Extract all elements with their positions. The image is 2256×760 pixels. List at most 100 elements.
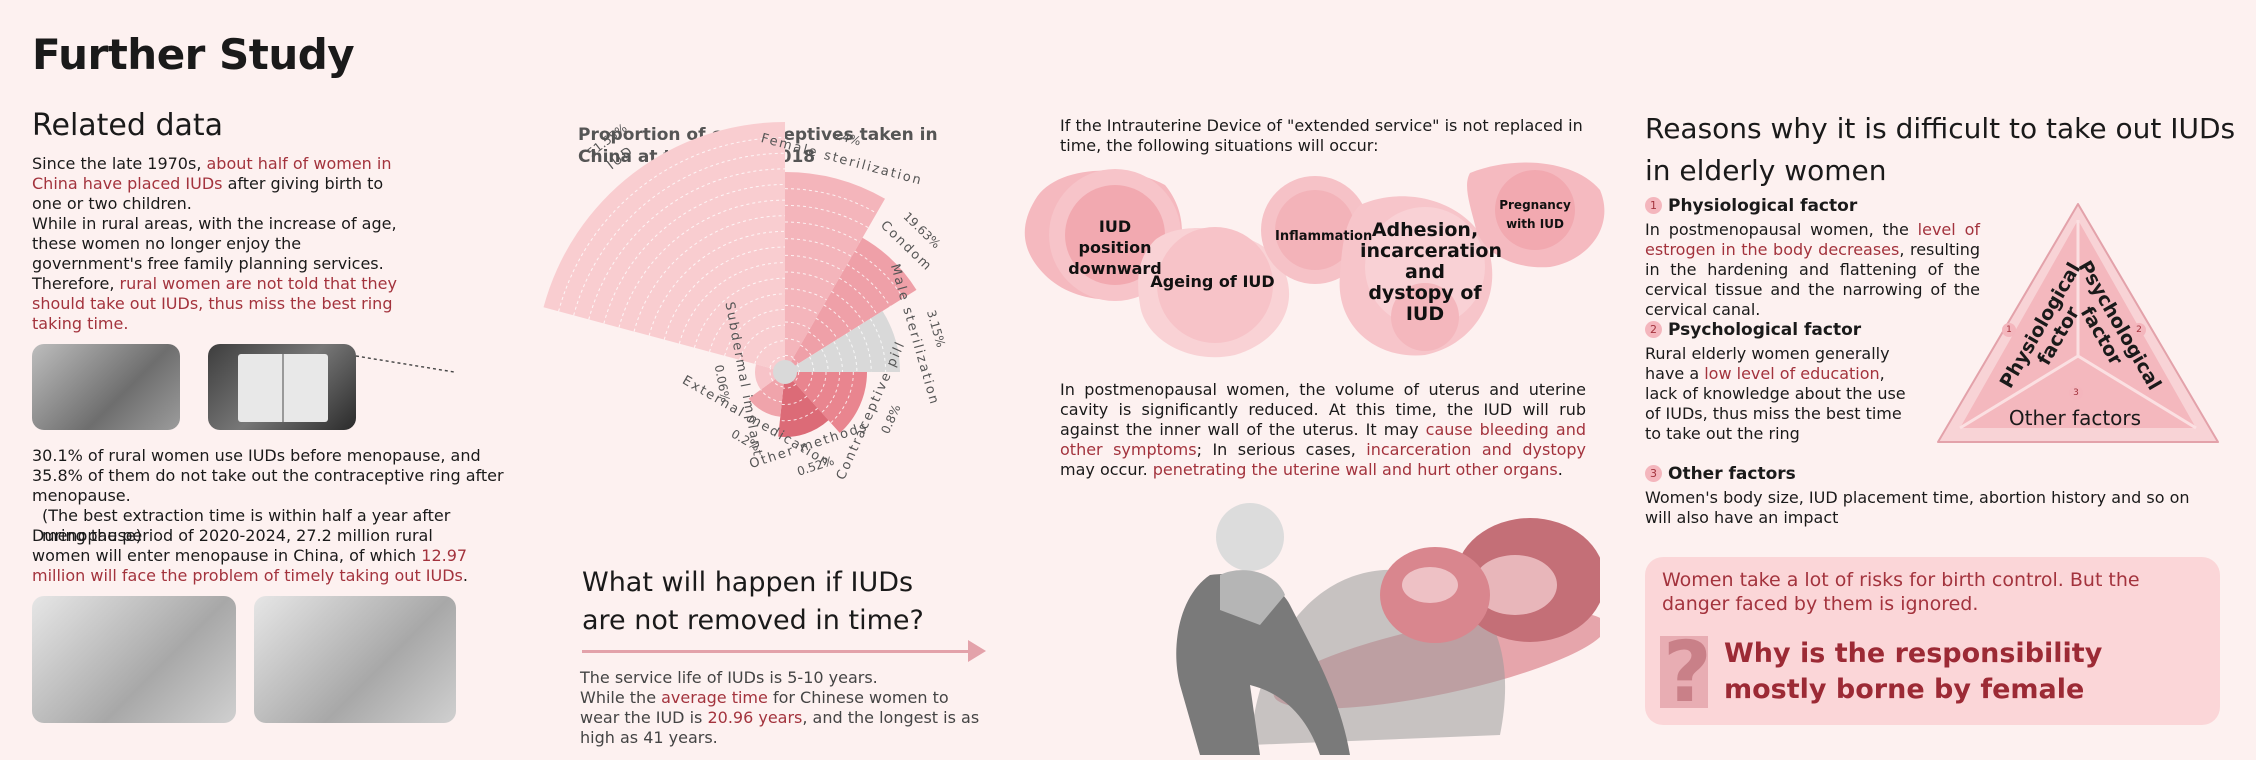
triangle-badge-2: 2 (2132, 323, 2146, 337)
chart-center-hub (773, 360, 797, 384)
chart-ring-line (784, 288, 827, 301)
chart-ring-line (678, 262, 786, 344)
chart-ring-line (784, 354, 794, 359)
chart-value-label: 0.06% (712, 364, 733, 404)
clinic-photo-1 (32, 596, 236, 723)
clinic-photo-2 (254, 596, 456, 723)
chart-value-label: 0.8% (878, 402, 903, 436)
chart-sector-condom (785, 237, 917, 372)
situations-intro: If the Intrauterine Device of "extended … (1060, 116, 1583, 155)
chart-ring-line (754, 340, 786, 365)
chart-ring-line (588, 168, 786, 320)
triangle-badge-3: 3 (2069, 386, 2083, 400)
chart-ring-line (812, 371, 827, 403)
chart-ring-line (800, 344, 812, 356)
chart-ring-line (796, 364, 800, 373)
question-mark-icon: ? (1663, 623, 1712, 721)
chart-ring-line (831, 291, 865, 323)
triangle-badge-1: 1 (2002, 323, 2016, 337)
chart-ring-line (739, 324, 786, 360)
blob-iud-position: IUD position downward (1068, 217, 1162, 278)
heading-arrow-head-icon (968, 640, 986, 662)
chart-sector-female-sterilization (785, 172, 885, 372)
chart-ring-line (781, 395, 808, 405)
triangle-other-label: Other factors (2008, 406, 2142, 430)
chart-ring-line (760, 389, 782, 403)
chart-ring-line (779, 407, 818, 422)
chart-ring-line (603, 184, 786, 324)
women-group-photo (32, 344, 180, 430)
postmenopausal-text: In postmenopausal women, the volume of u… (1060, 380, 1587, 479)
factor-3-header: 3 Other factors (1645, 464, 1796, 484)
chart-ring-line (784, 321, 811, 330)
chart-sector-other-methods (778, 372, 829, 437)
factors-triangle (1937, 203, 2219, 443)
factor-1-text: In postmenopausal women, the level of es… (1645, 220, 1980, 319)
chart-ring-line (573, 152, 786, 316)
factor-2-text: Rural elderly women generally have a low… (1645, 344, 1906, 443)
chart-ring-line (769, 355, 786, 369)
chart-ring-line (709, 293, 786, 352)
factor-3-text: Women's body size, IUD placement time, a… (1645, 488, 2190, 527)
factor-2-number-badge: 2 (1645, 321, 1662, 338)
chart-ring-line (618, 199, 786, 328)
reasons-heading: Reasons why it is difficult to take out … (1645, 112, 2236, 187)
responsibility-banner (1645, 557, 2220, 725)
chart-ring-line (784, 204, 869, 229)
factor-1-number-badge: 1 (1645, 197, 1662, 214)
chart-ring-line (693, 277, 786, 348)
chart-ring-line (808, 356, 815, 373)
chart-ring-line (846, 264, 891, 307)
photo-connector-line (356, 355, 455, 373)
chart-ring-line (769, 367, 774, 382)
chart-ring-line (792, 358, 799, 365)
chart-sector-iud (543, 122, 785, 372)
chart-value-label: 24% (833, 128, 862, 148)
happen-heading: What will happen if IUDs are not removed… (582, 567, 924, 636)
chart-sector-male-sterilization (785, 311, 900, 372)
chart-ring-line (783, 383, 797, 389)
chart-ring-line (821, 348, 829, 373)
chart-ring-line (784, 271, 836, 286)
certificate-photo (208, 344, 356, 430)
related-intro-text: Since the late 1970s, about half of wome… (32, 154, 397, 333)
blob-adhesion: Adhesion, incarceration and dystopy of I… (1360, 219, 1503, 325)
blob-inflammation: Inflammation (1275, 229, 1373, 244)
chart-ring-line (558, 137, 786, 312)
factor-2-header: 2 Psychological factor (1645, 320, 1861, 340)
chart-ring-line (633, 215, 786, 332)
chart-ring-line (784, 304, 819, 315)
heading-arrow-line (582, 650, 972, 653)
chart-ring-line (857, 326, 872, 373)
chart-ring-line (784, 221, 861, 243)
blob-ageing: Ageing of IUD (1150, 272, 1275, 291)
factor-1-header: 1 Physiological factor (1645, 196, 1857, 216)
question-mark-box (1660, 636, 1708, 708)
chart-ring-line (648, 230, 786, 336)
chart-category-label: IUD (605, 143, 637, 173)
situations-blob-cluster (1024, 162, 1605, 358)
related-data-heading: Related data (32, 108, 224, 143)
chart-ring-line (784, 254, 844, 272)
chart-ring-line (772, 380, 784, 388)
chart-sector-contraceptive-pill (785, 372, 867, 433)
chart-ring-line (845, 333, 858, 373)
banner-headline: Why is the responsibility mostly borne b… (1724, 638, 2103, 705)
chart-sector-external-medication (748, 372, 785, 417)
chart-ring-line (807, 331, 825, 348)
chart-value-label: 3.15% (924, 308, 948, 349)
chart-ring-line (815, 317, 839, 340)
rural-menopause-text: During the period of 2020-2024, 27.2 mil… (32, 526, 468, 585)
chart-ring-line (838, 277, 878, 315)
chart-ring-line (833, 341, 843, 373)
chart-ring-line (784, 338, 802, 344)
page-title: Further Study (32, 30, 355, 79)
banner-risk-text: Women take a lot of risks for birth cont… (1662, 569, 2140, 615)
menopause-stat-text: 30.1% of rural women use IUDs before men… (32, 446, 504, 545)
chart-ring-line (823, 304, 852, 332)
service-life-text: The service life of IUDs is 5-10 years. … (580, 668, 980, 747)
chart-ring-line (793, 371, 800, 383)
chart-ring-line (802, 371, 813, 393)
chart-ring-line (724, 309, 786, 356)
